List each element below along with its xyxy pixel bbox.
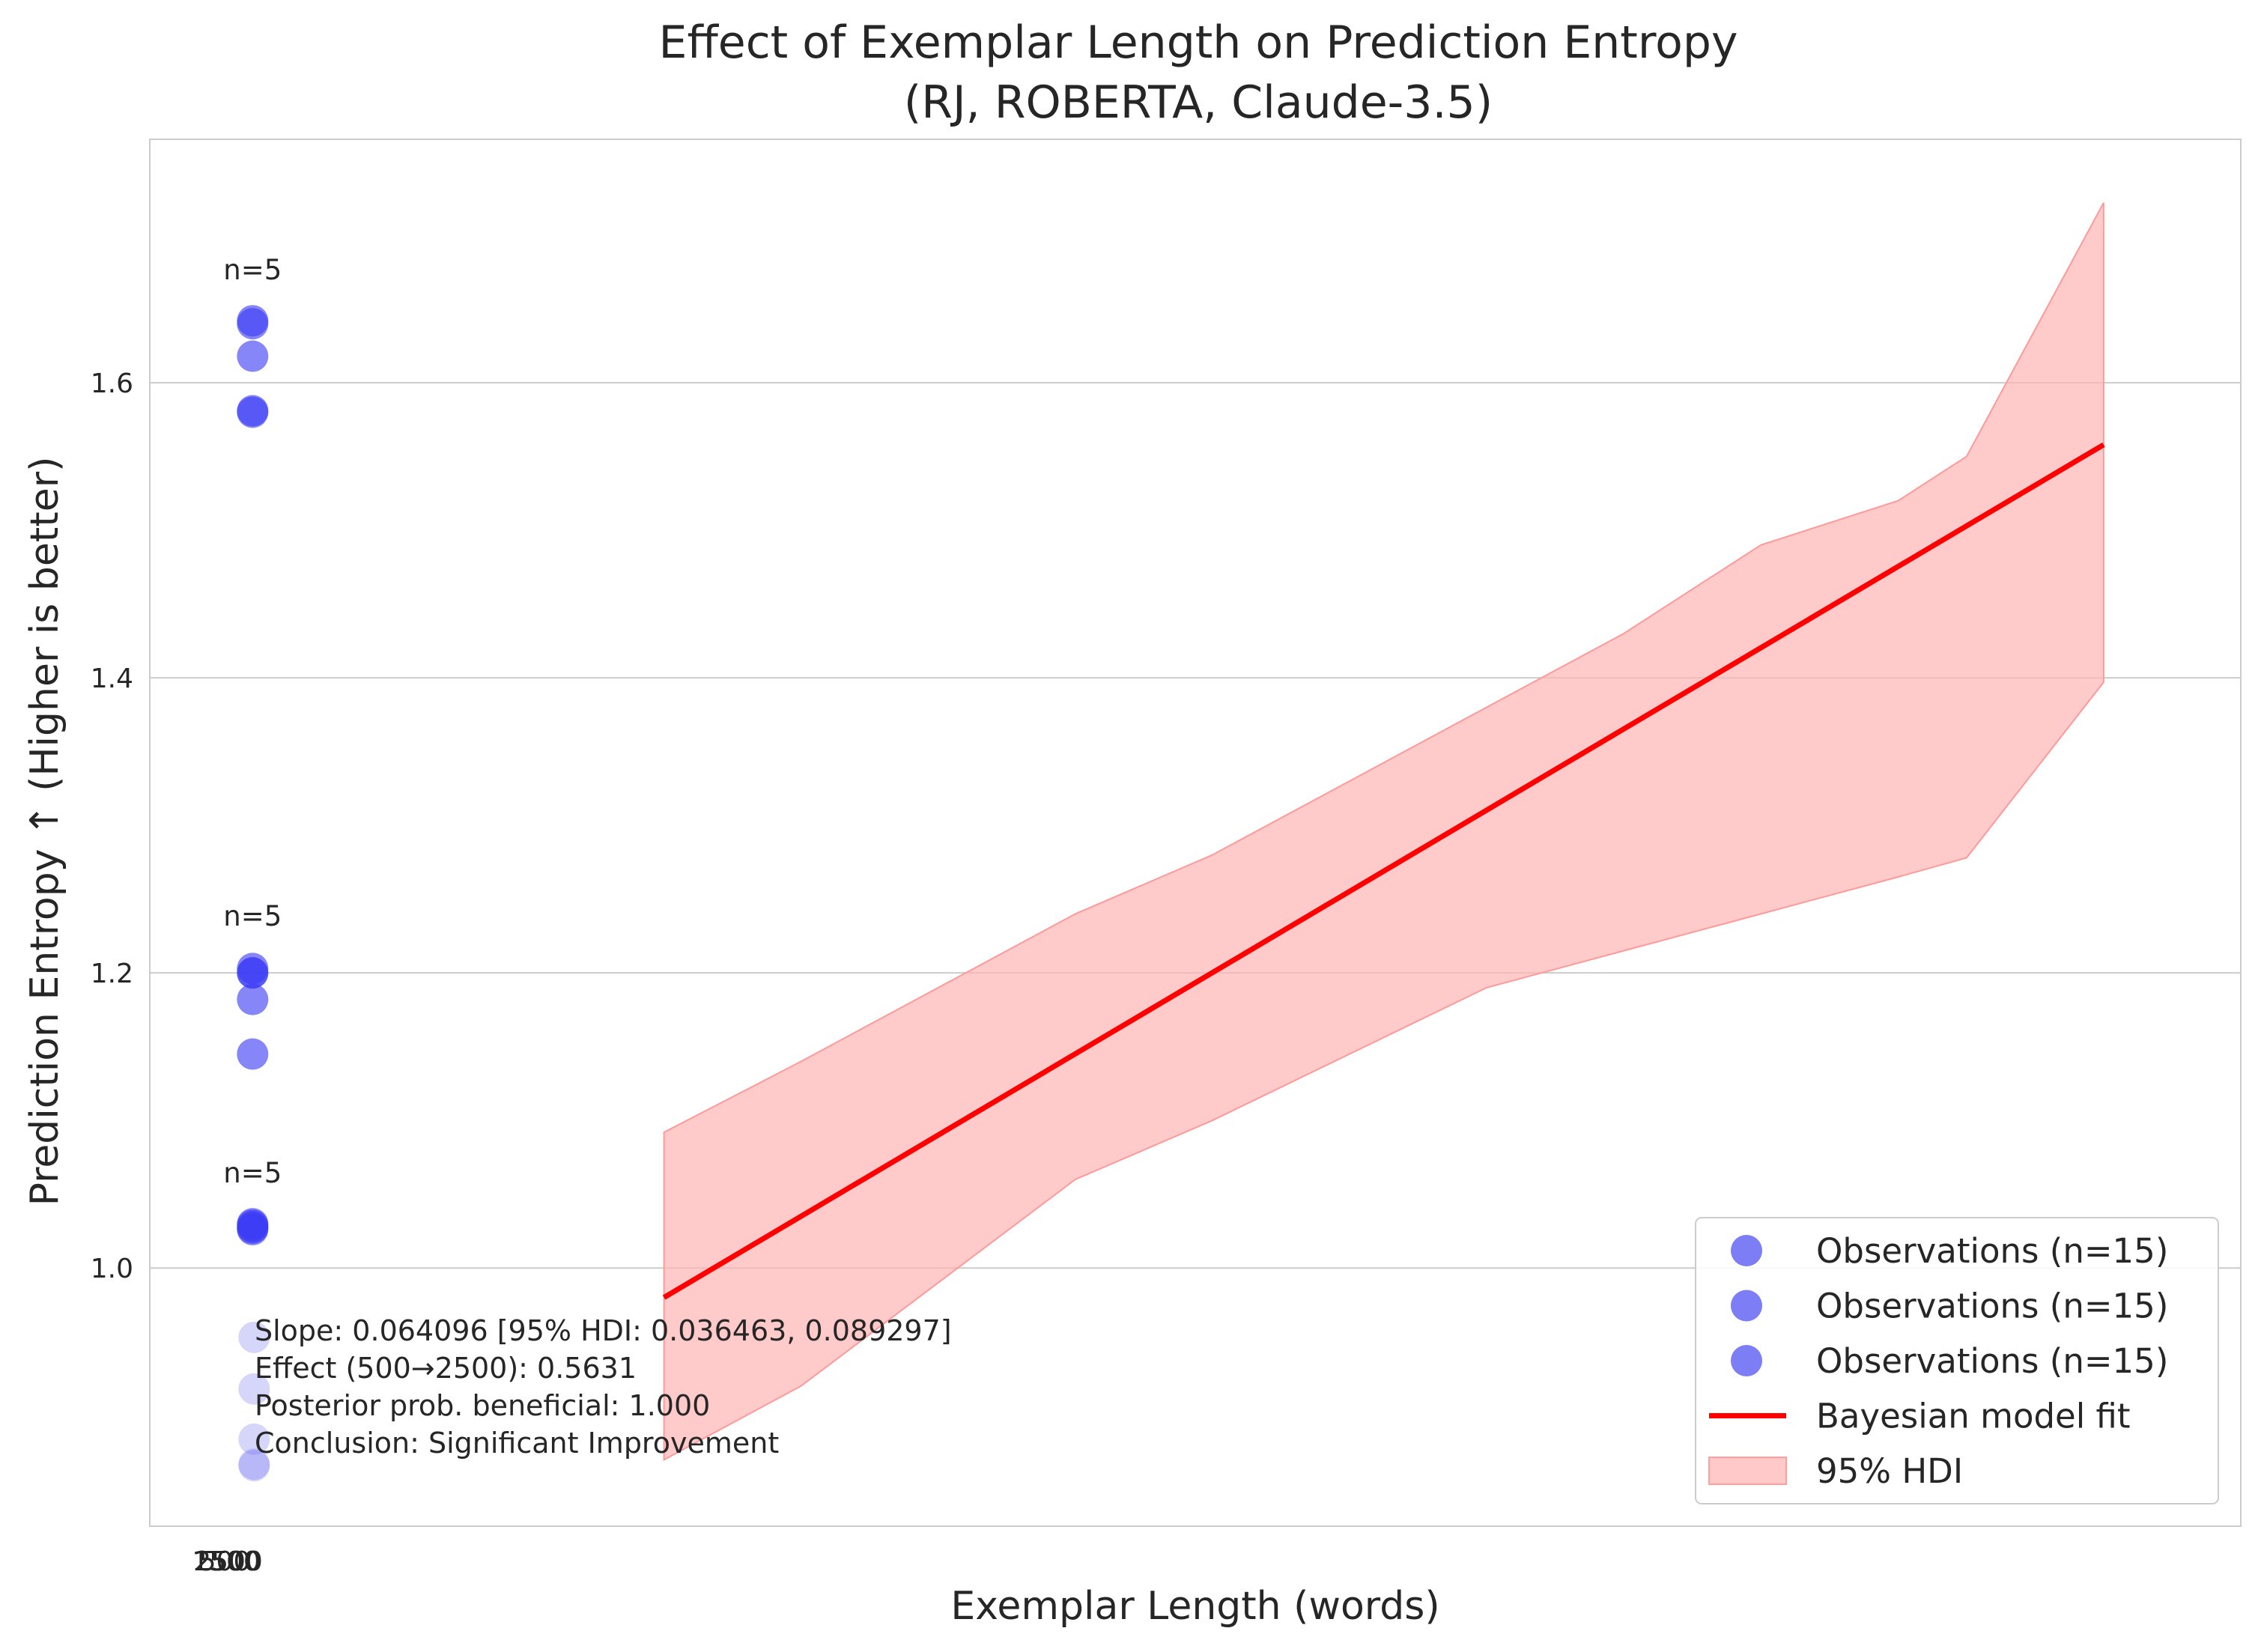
data-point (238, 1448, 270, 1481)
y-tick-label: 1.0 (91, 1254, 133, 1284)
legend-label: Observations (n=15) (1816, 1231, 2168, 1271)
legend-marker (1731, 1345, 1762, 1376)
y-tick-label: 1.4 (91, 663, 133, 694)
data-point (238, 1450, 270, 1482)
group-count-label: n=5 (223, 900, 282, 932)
stats-annotation-line: Conclusion: Significant Improvement (255, 1427, 779, 1460)
data-point (237, 1038, 269, 1070)
group-count-label: n=5 (223, 1157, 282, 1189)
stats-annotation-line: Slope: 0.064096 [95% HDI: 0.036463, 0.08… (255, 1314, 952, 1347)
legend-box (1695, 1217, 2219, 1504)
chart-title: Effect of Exemplar Length on Prediction … (659, 16, 1738, 69)
legend-label: Observations (n=15) (1816, 1341, 2168, 1381)
data-point (237, 396, 269, 428)
data-point (238, 1373, 270, 1405)
legend-label: Bayesian model fit (1816, 1397, 2131, 1436)
y-tick-label: 1.6 (91, 368, 133, 399)
legend-label: Observations (n=15) (1816, 1287, 2168, 1326)
data-point (238, 1321, 270, 1353)
y-axis-label: Prediction Entropy ↑ (Higher is better) (22, 457, 67, 1206)
x-tick-label: 500 (199, 1546, 251, 1577)
chart-subtitle: (RJ, ROBERTA, Claude-3.5) (904, 76, 1493, 129)
legend-marker (1731, 1235, 1762, 1266)
legend-patch (1708, 1457, 1787, 1485)
stats-annotation-line: Effect (500→2500): 0.5631 (255, 1352, 637, 1385)
hdi-band (663, 202, 2104, 1461)
x-tick-label: 2500 (194, 1546, 263, 1577)
data-point (237, 340, 269, 372)
x-axis-label: Exemplar Length (words) (950, 1584, 1439, 1629)
data-point (237, 308, 269, 340)
data-point (237, 983, 269, 1015)
legend-label: 95% HDI (1816, 1451, 1963, 1491)
legend-marker (1731, 1290, 1762, 1322)
data-point (238, 1423, 270, 1455)
group-count-label: n=5 (223, 254, 282, 286)
data-point (237, 1212, 269, 1245)
data-point (237, 957, 269, 989)
y-tick-label: 1.2 (91, 959, 133, 989)
plot-frame (149, 139, 2242, 1527)
x-tick-label: 1500 (192, 1546, 261, 1577)
stats-annotation-line: Posterior prob. beneficial: 1.000 (255, 1389, 710, 1422)
fit-line (662, 442, 2105, 1300)
